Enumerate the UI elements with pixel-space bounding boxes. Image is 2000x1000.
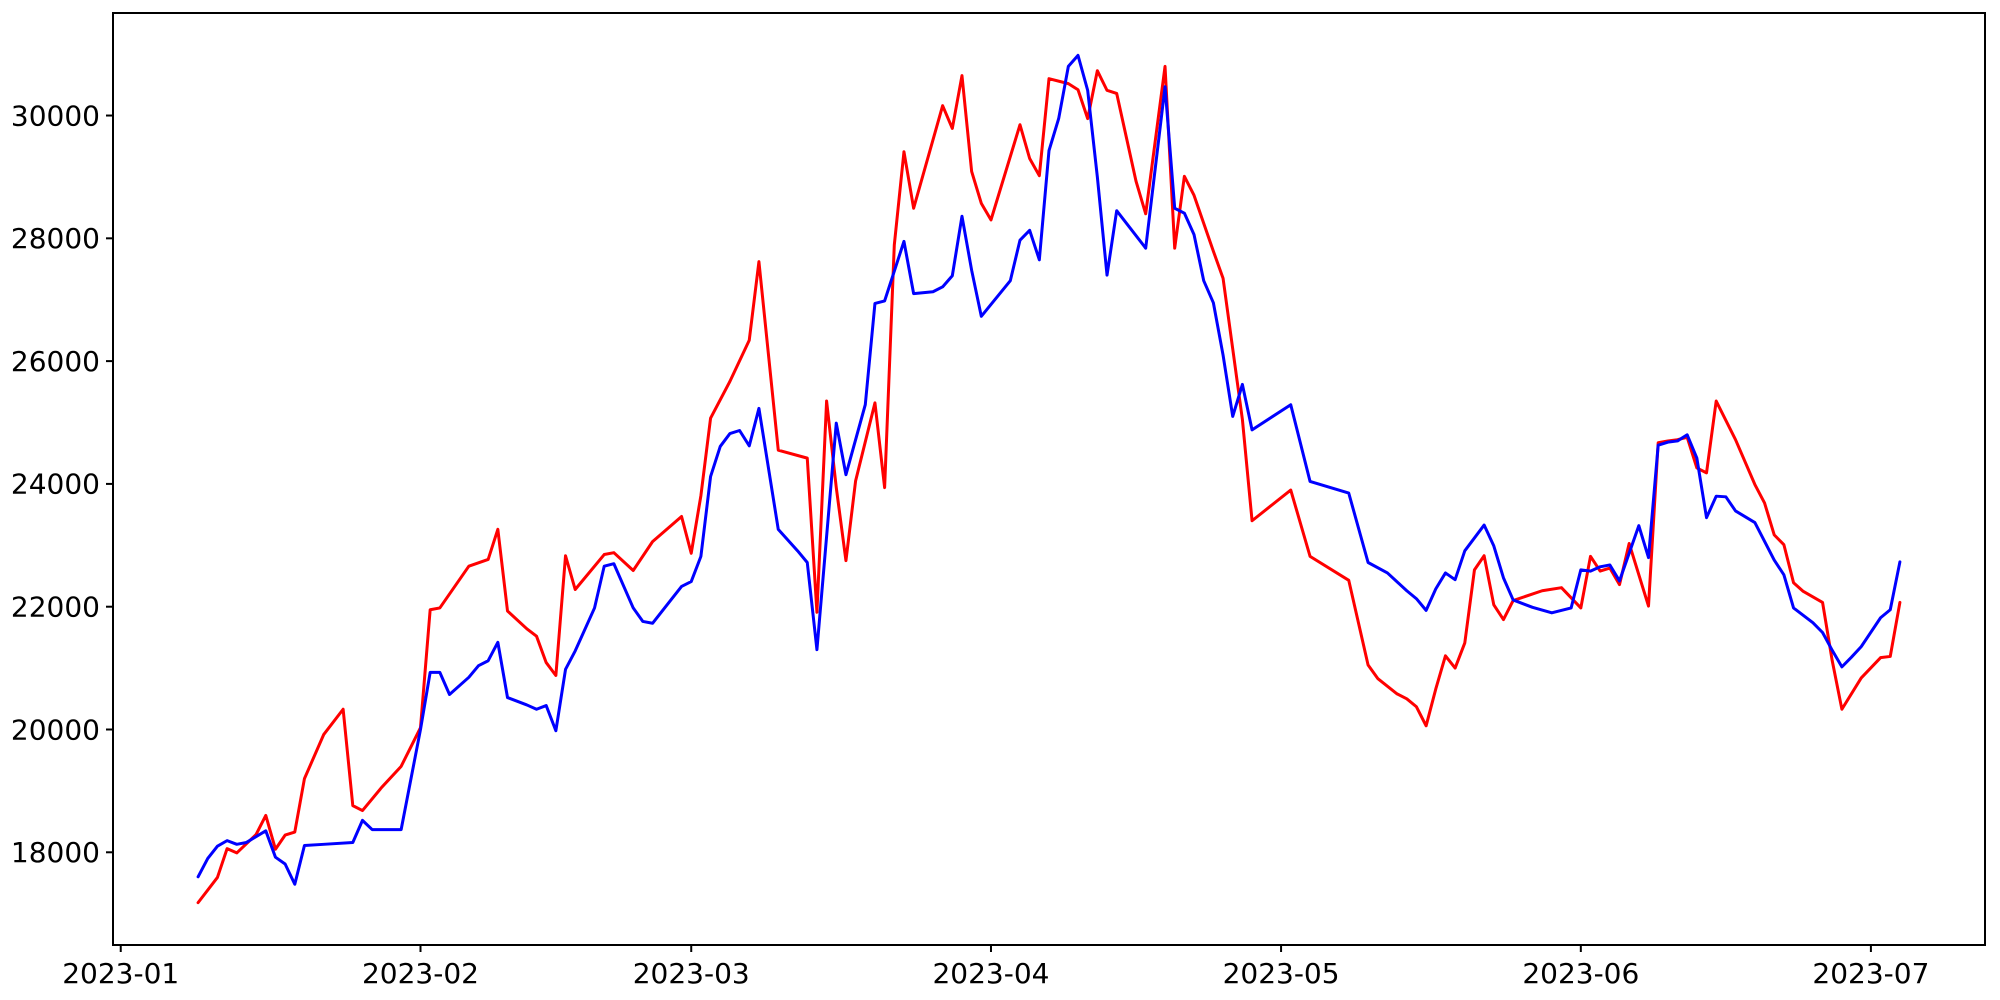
y-axis-tick-label: 30000 [11,99,100,132]
red-series-line [196,64,1902,905]
x-axis-tick-label: 2023-06 [1522,957,1639,990]
x-axis-tick-label: 2023-02 [362,957,479,990]
x-axis-tick-label: 2023-03 [633,957,750,990]
y-axis-tick-label: 20000 [11,713,100,746]
x-axis-tick-label: 2023-05 [1223,957,1340,990]
y-axis-tick-label: 26000 [11,345,100,378]
x-axis: 2023-01 2023-02 2023-03 2023-04 2023-05 2023-… [62,945,1929,990]
y-axis-tick-label: 24000 [11,468,100,501]
plot-background [113,13,1985,945]
x-axis-tick-label: 2023-04 [932,957,1049,990]
y-axis-tick-label: 28000 [11,222,100,255]
blue-series-line [196,53,1902,886]
y-axis-tick-label: 18000 [11,836,100,869]
plot-frame [112,12,1986,946]
x-axis-tick-label: 2023-07 [1812,957,1929,990]
y-axis-tick-label: 22000 [11,591,100,624]
x-axis-tick-label: 2023-01 [62,957,179,990]
y-axis: 18000 20000 22000 24000 26000 28000 30000 [11,99,113,869]
